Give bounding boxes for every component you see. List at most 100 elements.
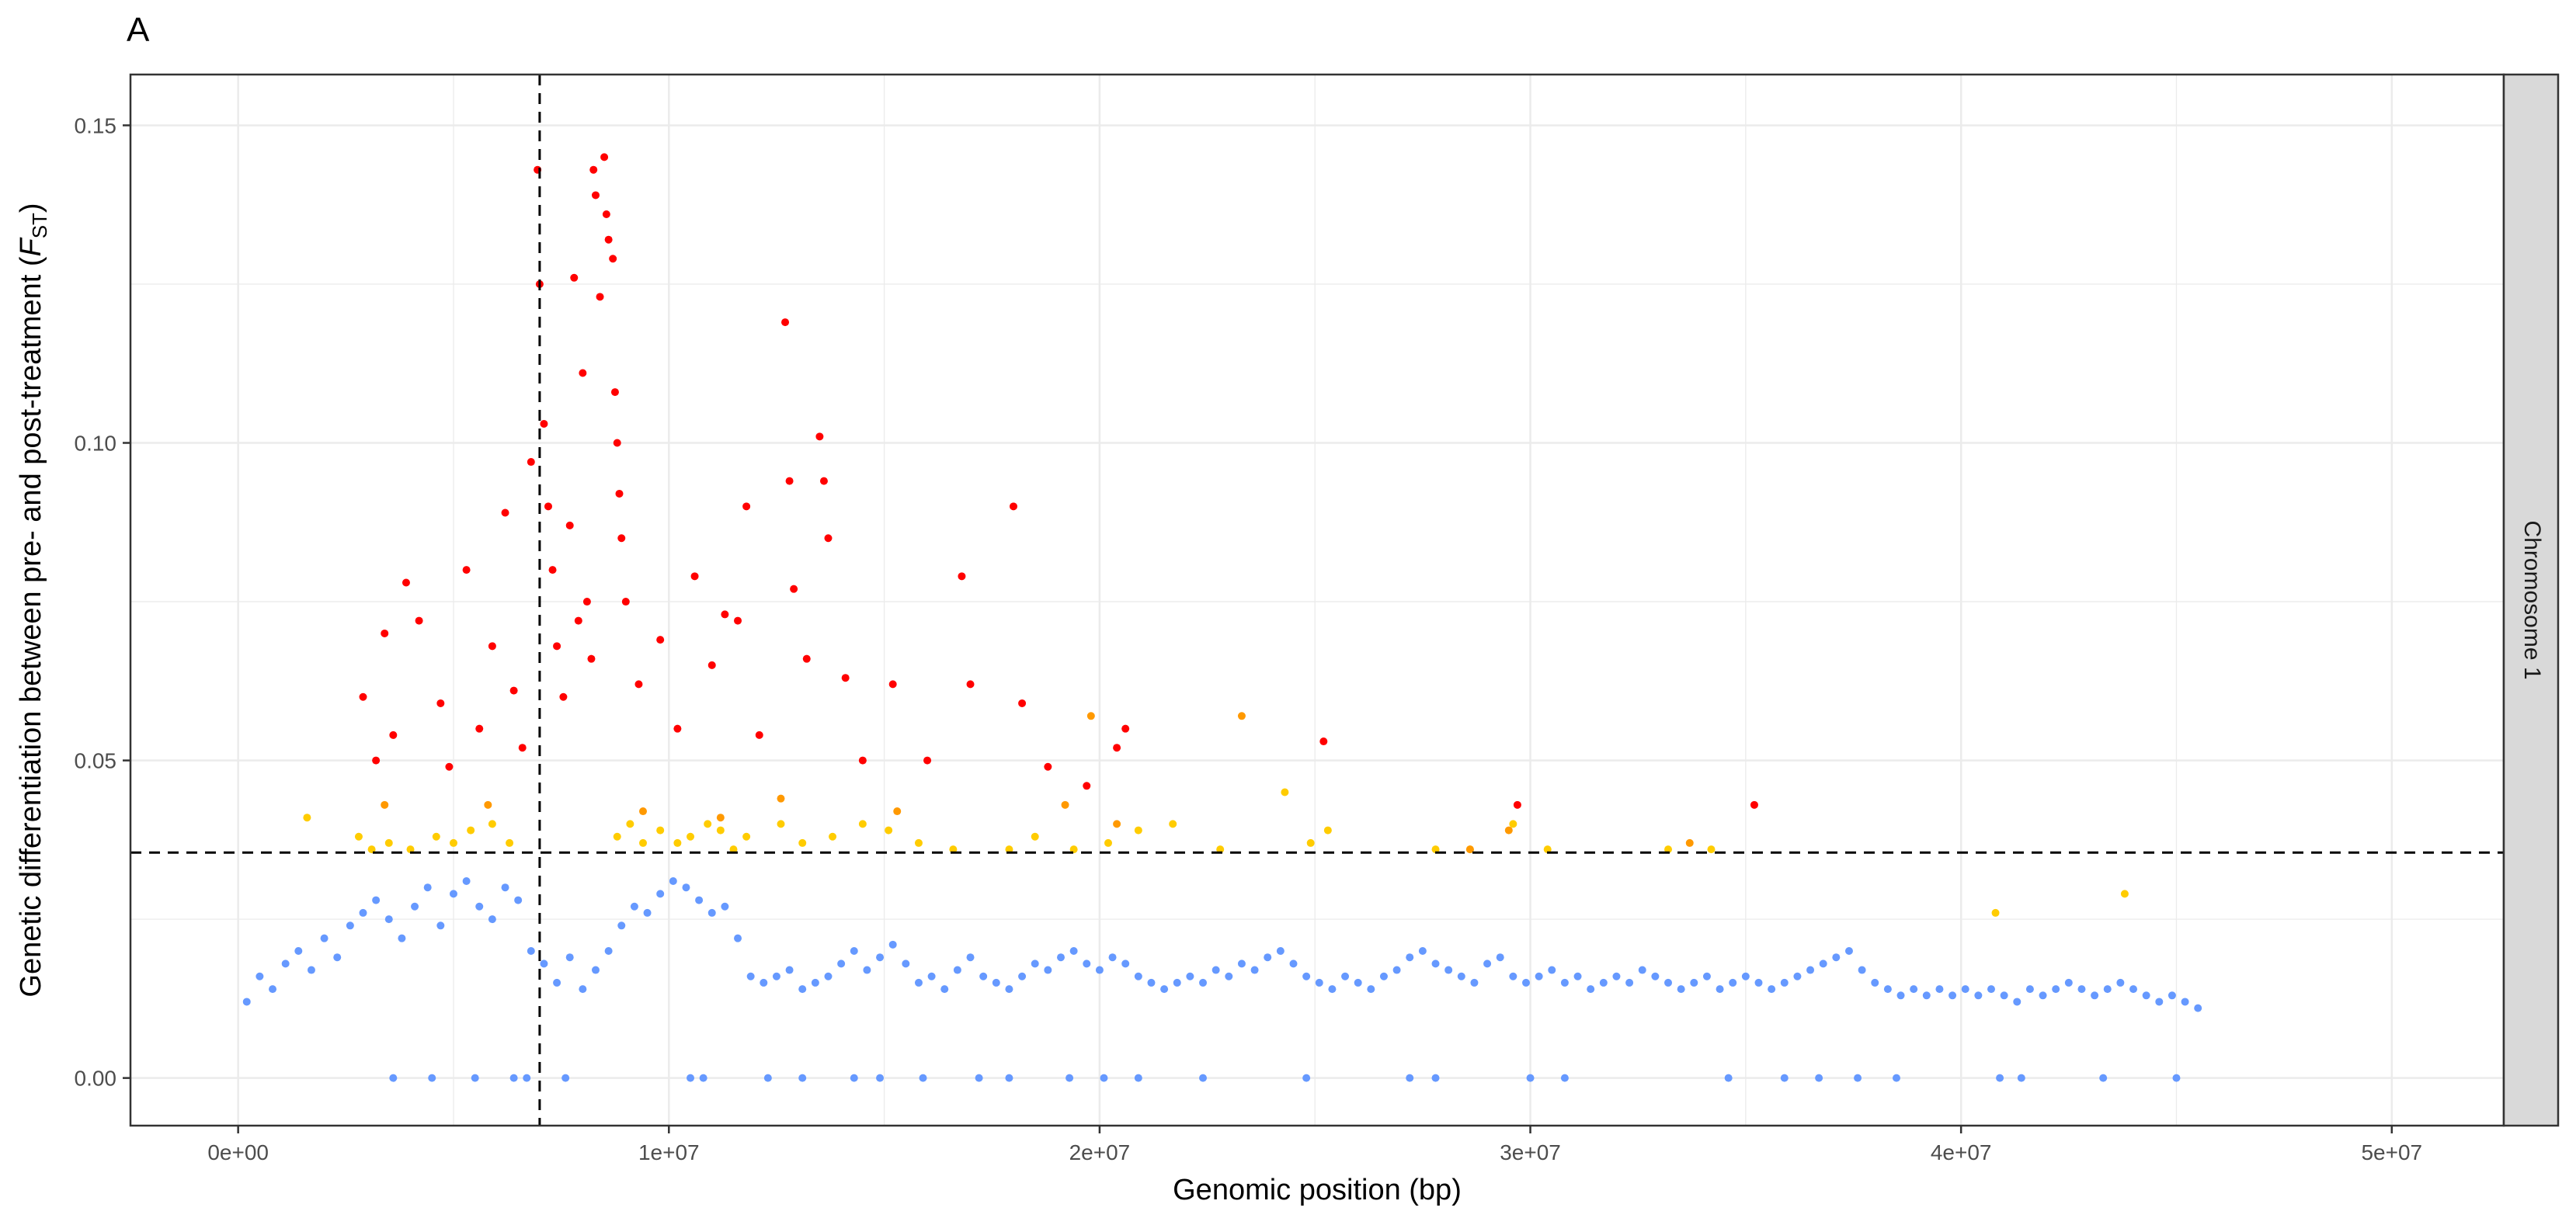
data-point-blue [1724, 1074, 1733, 1082]
data-point-blue [1160, 985, 1169, 994]
points-layer [242, 153, 2202, 1082]
data-point-red [790, 585, 798, 593]
data-point-blue [1716, 985, 1724, 994]
data-point-red [1018, 699, 1027, 707]
data-point-blue [837, 960, 846, 968]
data-point-blue [2168, 991, 2176, 1000]
x-tick-label: 2e+07 [1069, 1140, 1131, 1164]
data-point-red [609, 255, 617, 263]
data-point-blue [1392, 966, 1401, 974]
data-point-blue [850, 1074, 858, 1082]
data-point-red [501, 508, 509, 517]
data-point-red [1750, 800, 1758, 809]
data-point-blue [1199, 1074, 1208, 1082]
grid-layer [130, 75, 2504, 1126]
data-point-blue [2116, 978, 2125, 987]
data-point-blue [876, 1074, 885, 1082]
data-point-blue [2103, 985, 2112, 994]
data-point-blue [699, 1074, 707, 1082]
data-point-red [858, 756, 867, 765]
data-point-red [734, 616, 742, 625]
data-point-blue [798, 985, 807, 994]
data-point-yellow [949, 845, 958, 854]
data-point-blue [1264, 953, 1272, 962]
data-point-blue [1996, 1074, 2004, 1082]
data-point-blue [669, 877, 677, 886]
data-point-blue [1100, 1074, 1108, 1082]
data-point-blue [1367, 985, 1375, 994]
data-point-yellow [1069, 845, 1078, 854]
data-point-yellow [1134, 826, 1142, 835]
data-point-blue [979, 972, 988, 980]
data-point-blue [436, 921, 445, 930]
data-point-blue [2142, 991, 2150, 1000]
data-point-yellow [656, 826, 665, 835]
data-point-blue [1173, 978, 1181, 987]
data-point-yellow [626, 820, 634, 828]
data-point-red [462, 566, 471, 574]
data-point-blue [1018, 972, 1027, 980]
data-point-blue [1483, 960, 1492, 968]
data-point-blue [294, 947, 303, 956]
data-point-blue [1031, 960, 1039, 968]
data-point-blue [1134, 972, 1142, 980]
y-tick-label: 0.00 [75, 1067, 117, 1091]
data-point-red [923, 756, 932, 765]
data-point-blue [1780, 1074, 1789, 1082]
data-point-blue [1599, 978, 1608, 987]
data-point-blue [1896, 991, 1905, 1000]
data-point-blue [682, 883, 690, 892]
data-point-red [527, 458, 535, 467]
data-point-blue [1237, 960, 1246, 968]
data-point-red [824, 534, 833, 543]
data-point-blue [1302, 1074, 1311, 1082]
data-point-red [707, 661, 716, 669]
data-point-blue [1250, 966, 1259, 974]
data-point-blue [527, 947, 535, 956]
data-point-blue [1379, 972, 1388, 980]
data-point-blue [850, 947, 858, 956]
data-point-red [785, 477, 794, 485]
data-point-blue [1754, 978, 1763, 987]
data-point-blue [2013, 998, 2022, 1006]
data-point-blue [966, 953, 975, 962]
x-tick-label: 1e+07 [638, 1140, 700, 1164]
data-point-blue [2017, 1074, 2025, 1082]
data-point-yellow [798, 838, 807, 847]
data-point-blue [333, 953, 342, 962]
data-point-blue [1457, 972, 1465, 980]
data-point-blue [565, 953, 574, 962]
data-point-blue [1083, 960, 1091, 968]
data-point-red [634, 680, 643, 689]
data-point-red [415, 616, 423, 625]
data-point-red [604, 235, 613, 244]
data-point-yellow [673, 838, 682, 847]
data-point-blue [471, 1074, 479, 1082]
data-point-red [579, 369, 587, 377]
data-point-red [582, 598, 591, 606]
data-point-blue [2077, 985, 2086, 994]
data-point-blue [2172, 1074, 2181, 1082]
data-point-yellow [303, 814, 311, 822]
data-point-red [673, 724, 682, 733]
data-point-blue [1858, 966, 1866, 974]
data-point-blue [1949, 991, 1957, 1000]
data-point-red [553, 642, 561, 651]
data-point-red [1009, 502, 1017, 511]
data-point-yellow [467, 826, 475, 835]
data-point-blue [695, 896, 704, 904]
data-point-blue [863, 966, 871, 974]
y-axis-title-main: Genetic differentiation between pre- and… [15, 256, 47, 997]
data-point-blue [630, 902, 638, 911]
data-point-red [570, 273, 579, 282]
data-point-blue [1470, 978, 1479, 987]
data-point-blue [1729, 978, 1737, 987]
data-point-blue [346, 921, 354, 930]
data-point-orange [1237, 712, 1246, 720]
panel-tag: A [127, 11, 150, 49]
data-point-red [389, 730, 398, 739]
data-point-blue [1664, 978, 1673, 987]
data-point-red [591, 191, 600, 200]
x-tick-label: 0e+00 [207, 1140, 269, 1164]
data-point-blue [1005, 985, 1013, 994]
